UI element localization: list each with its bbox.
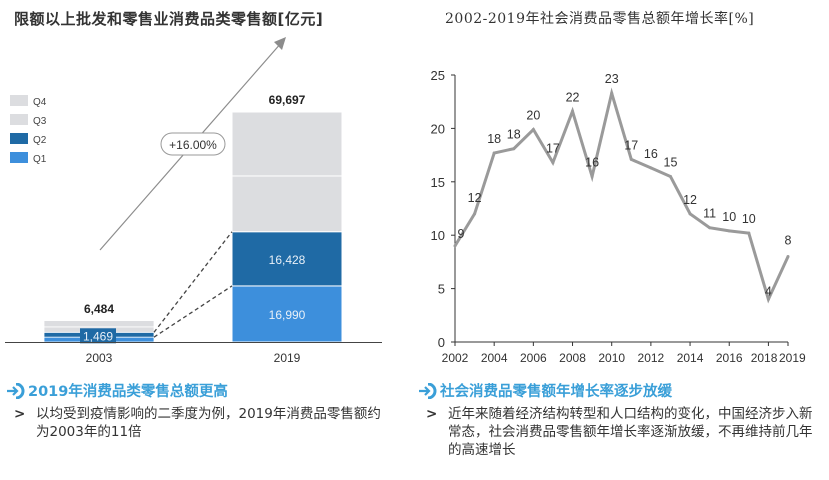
data-point [492,151,496,155]
y-tick-label: 15 [431,175,445,190]
x-tick-label: 2002 [442,351,469,365]
connector-dashed-line [153,285,233,338]
growth-label: +16.00% [169,138,217,152]
data-point [708,226,712,230]
bar-2019-q1 [231,285,343,343]
bar-2019-q3 [231,175,343,233]
data-label: 18 [507,128,521,142]
legend-label-q1: Q1 [33,154,47,165]
bullet-marker: > [426,406,438,422]
x-tick-label: 2003 [86,351,113,365]
x-tick-label: 2012 [638,351,665,365]
data-point [453,244,457,248]
bullet-marker: > [14,406,26,422]
data-point [610,91,614,95]
data-label: 12 [468,191,482,205]
x-tick-label: 2016 [716,351,743,365]
y-tick-label: 25 [431,68,445,83]
y-tick-label: 0 [438,335,445,350]
data-label: 8 [785,234,792,248]
data-label: 11 [703,207,716,221]
data-label: 12 [683,193,697,207]
total-label-2019: 69,697 [269,93,306,107]
data-label: 17 [624,138,638,152]
data-label: 17 [546,142,560,156]
data-point [551,161,555,165]
left-bullet-text: 以均受到疫情影响的二季度为例，2019年消费品零售额约为2003年的11倍 [36,406,381,440]
data-label: 10 [722,210,736,224]
legend-swatch-q2 [10,133,28,144]
x-tick-label: 2008 [559,351,586,365]
growth-arrow-head [274,37,286,50]
data-point [786,255,790,259]
arrow-circle-icon [419,382,437,399]
x-tick-label: 2014 [677,351,704,365]
left-chart-title: 限额以上批发和零售业消费品类零售额[亿元] [14,10,324,28]
y-tick-label: 10 [431,228,445,243]
data-point [649,166,653,170]
right-section-heading: 社会消费品零售额年增长率逐步放缓 [418,380,672,401]
data-point [629,157,633,161]
data-label: 10 [742,212,756,226]
left-section-heading-text: 2019年消费品类零售总额更高 [28,384,228,400]
data-label: 16 [585,155,599,169]
data-point [747,231,751,235]
bar-label-2019-q1: 16,990 [269,308,306,322]
legend-swatch-q1 [10,152,28,163]
left-bullet: > 以均受到疫情影响的二季度为例，2019年消费品零售额约为2003年的11倍 [14,405,394,441]
right-bullet-text: 近年来随着经济结构转型和人口结构的变化，中国经济步入新常态，社会消费品零售额年增… [448,406,813,458]
data-label: 18 [487,132,501,146]
growth-label-pill [160,132,226,156]
legend-label-q3: Q3 [33,116,47,127]
data-point [531,127,535,131]
right-chart-title: 2002-2019年社会消费品零售总额年增长率[%] [445,11,755,27]
data-label: 9 [458,227,465,241]
legend-label-q4: Q4 [33,97,47,108]
data-label: 4 [765,284,772,298]
x-tick-label: 2010 [598,351,625,365]
right-bullet: > 近年来随着经济结构转型和人口结构的变化，中国经济步入新常态，社会消费品零售额… [426,405,816,459]
right-section-heading-text: 社会消费品零售额年增长率逐步放缓 [440,384,672,400]
x-tick-label: 2019 [274,351,301,365]
left-section-heading: 2019年消费品类零售总额更高 [6,380,228,401]
bar-label-box-2003-q2 [80,328,116,344]
data-point [590,174,594,178]
x-tick-label: 2019 [779,351,806,365]
data-label: 15 [664,155,678,169]
data-point [512,147,516,151]
y-tick-label: 20 [431,121,445,136]
data-point [571,109,575,113]
bar-2019-q2 [231,231,343,287]
growth-rate-line [453,87,790,304]
connector-dashed-line [153,231,233,333]
total-label-2003: 6,484 [84,302,114,316]
legend-swatch-q4 [10,95,28,106]
bar-label-2019-q2: 16,428 [269,253,306,267]
data-label: 16 [644,147,658,161]
x-tick-label: 2006 [520,351,547,365]
data-point [766,297,770,301]
bar-2019-q4 [231,111,343,177]
x-tick-label: 2004 [481,351,508,365]
y-tick-label: 5 [438,282,445,297]
bar-2003-q4 [43,320,155,328]
legend-label-q2: Q2 [33,135,47,146]
bar-label-2003-q2: 1,469 [83,329,113,343]
data-label: 20 [526,108,540,122]
data-label: 22 [566,90,580,104]
arrow-circle-icon [7,382,25,399]
data-point [668,174,672,178]
data-label: 23 [605,72,619,86]
data-point [727,229,731,233]
x-tick-label: 2018 [751,351,778,365]
data-point [688,212,692,216]
data-point [473,212,477,216]
legend-swatch-q3 [10,114,28,125]
